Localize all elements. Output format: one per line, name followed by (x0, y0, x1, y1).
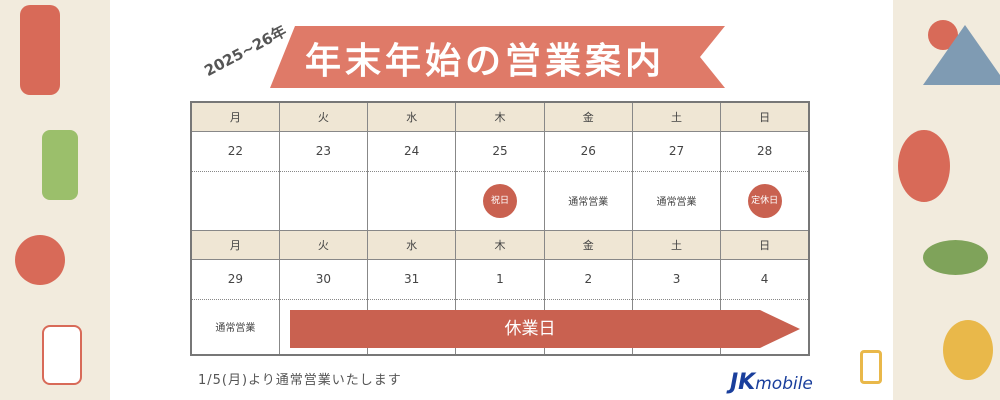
weekday: 日 (720, 229, 810, 260)
logo-brand: JK (730, 370, 756, 395)
status-cell: 通常営業 (543, 171, 633, 230)
weekday: 火 (278, 229, 369, 260)
kagami-mochi-icon (42, 325, 82, 385)
weekday: 土 (631, 229, 722, 260)
jk-mobile-logo: JKmobile (730, 370, 813, 395)
daruma-icon (898, 130, 950, 202)
date-cell: 4 (720, 259, 810, 300)
date-row: 29 30 31 1 2 3 4 (190, 259, 810, 300)
date-cell: 25 (455, 131, 545, 172)
status-cell: 通常営業 (631, 171, 722, 230)
date-cell: 23 (278, 131, 369, 172)
date-cell: 28 (720, 131, 810, 172)
weekday: 金 (543, 101, 633, 132)
date-cell: 22 (190, 131, 280, 172)
weekday: 月 (190, 101, 280, 132)
date-cell: 26 (543, 131, 633, 172)
regular-closed-badge: 定休日 (747, 183, 782, 218)
mount-fuji-icon (923, 25, 1000, 85)
logo-suffix: mobile (755, 374, 813, 394)
weekday: 金 (543, 229, 633, 260)
date-row: 22 23 24 25 26 27 28 (190, 131, 810, 172)
status-cell: 定休日 (720, 171, 810, 230)
weekday: 土 (631, 101, 722, 132)
date-cell: 27 (631, 131, 722, 172)
weekday: 日 (720, 101, 810, 132)
weekday-header-row: 月火水木金土日 (190, 229, 810, 260)
kabuki-figure-icon (20, 5, 60, 95)
weekday: 火 (278, 101, 369, 132)
weekday: 水 (367, 101, 457, 132)
page-title: 年末年始の営業案内 (305, 41, 666, 82)
weekday: 月 (190, 229, 280, 260)
status-cell (278, 171, 369, 230)
weekday: 木 (455, 101, 545, 132)
date-cell: 24 (367, 131, 457, 172)
left-decoration-panel (0, 0, 110, 400)
date-cell: 1 (455, 259, 545, 300)
weekday: 水 (367, 229, 457, 260)
status-cell (367, 171, 457, 230)
status-cell: 通常営業 (190, 299, 280, 355)
phone-icon (860, 350, 882, 384)
status-row: 祝日 通常営業 通常営業 定休日 (190, 171, 810, 230)
title-banner (270, 26, 725, 88)
date-cell: 3 (631, 259, 722, 300)
resume-note: 1/5(月)より通常営業いたします (198, 373, 402, 388)
status-cell (190, 171, 280, 230)
closed-period-arrow (290, 310, 800, 348)
kadomatsu-icon (42, 130, 78, 200)
date-cell: 2 (543, 259, 633, 300)
date-cell: 29 (190, 259, 280, 300)
weekday-header-row: 月火水木金土日 (190, 101, 810, 132)
closed-period-label: 休業日 (504, 319, 556, 339)
status-cell: 祝日 (455, 171, 545, 230)
weekday: 木 (455, 229, 545, 260)
holiday-badge: 祝日 (482, 183, 517, 218)
date-cell: 30 (278, 259, 369, 300)
plum-flower-icon (15, 235, 65, 285)
date-cell: 31 (367, 259, 457, 300)
pine-icon (923, 240, 988, 275)
right-decoration-panel (893, 0, 1000, 400)
koi-kite-icon (943, 320, 993, 380)
